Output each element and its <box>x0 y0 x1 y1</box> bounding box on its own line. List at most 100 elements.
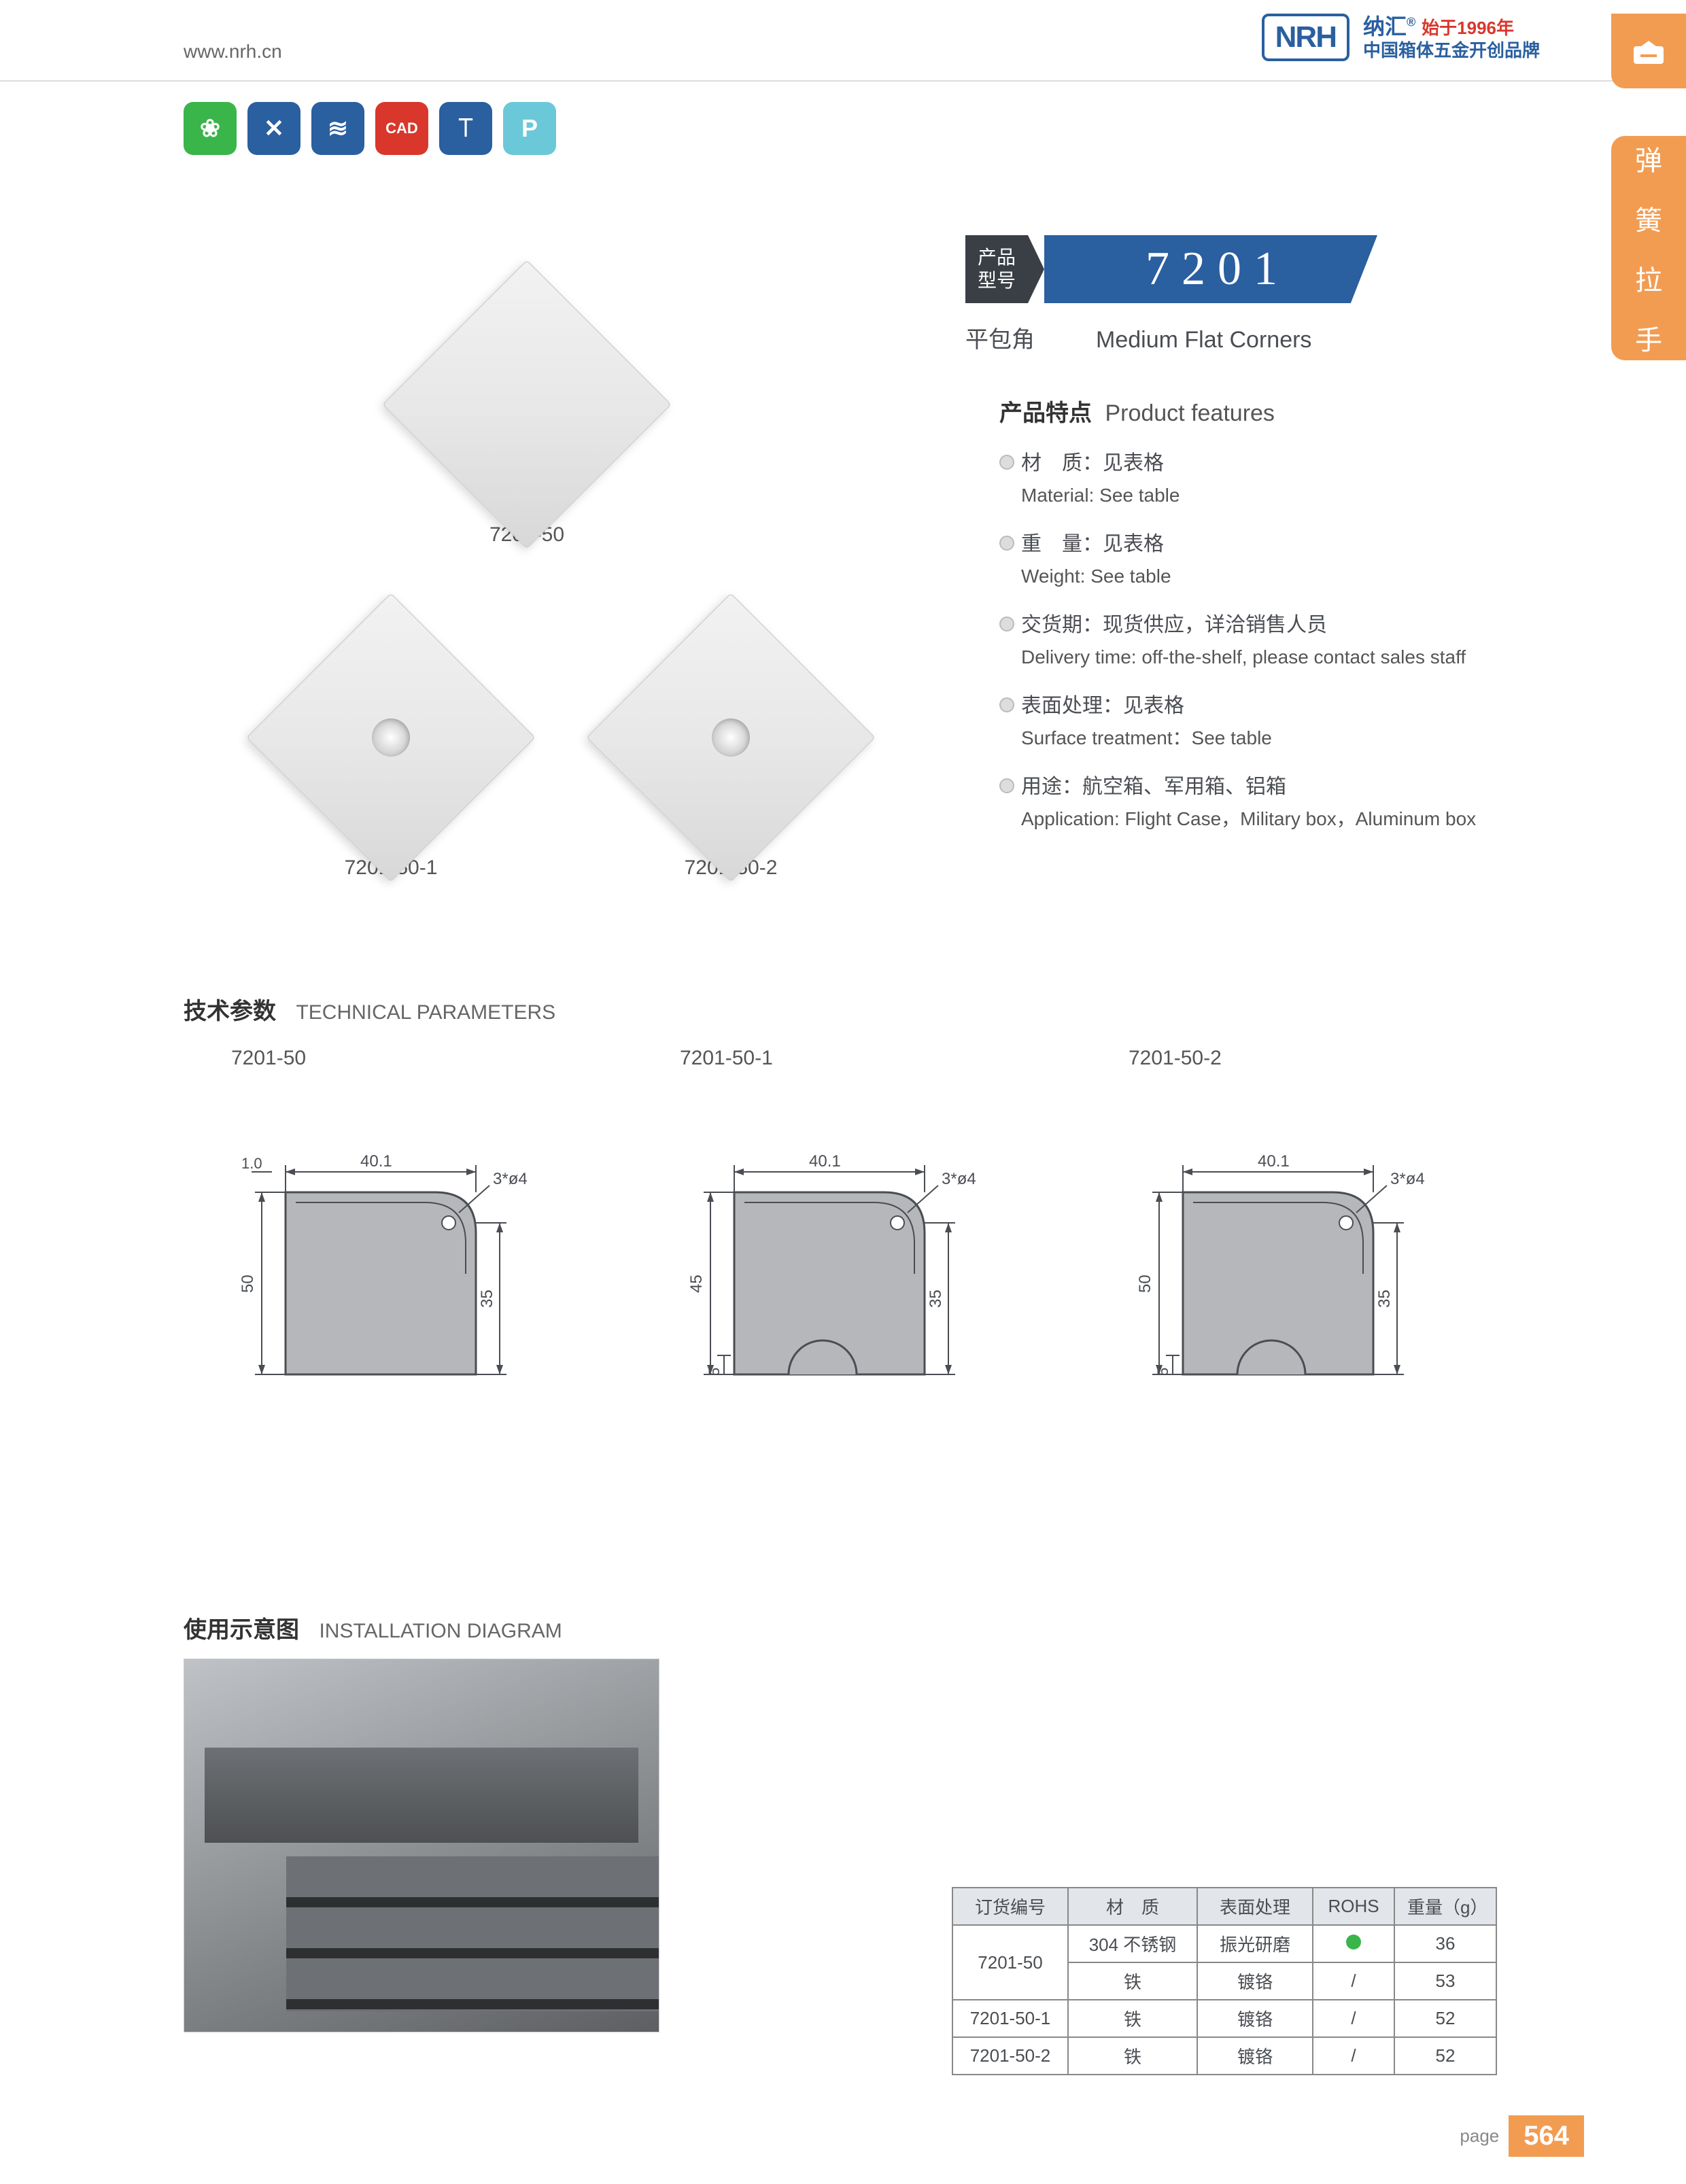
installation-photo <box>184 1659 659 2032</box>
side-tab-char: 手 <box>1635 318 1662 358</box>
diagram-label: 7201-50-1 <box>680 1047 1006 1070</box>
cell-material: 铁 <box>1068 2000 1197 2037</box>
diagram-drawing: 3*ø4 40.1 45 <box>653 1104 1006 1403</box>
spec-table: 订货编号材 质表面处理ROHS重量（g）7201-50304 不锈钢振光研磨36… <box>952 1887 1497 2075</box>
brand-area: NRH 纳汇® 始于1996年 中国箱体五金开创品牌 <box>1262 14 1540 61</box>
cell-surface: 振光研磨 <box>1197 1925 1313 1962</box>
page-footer: page 564 <box>1460 2115 1584 2157</box>
side-tab-char: 簧 <box>1635 198 1662 238</box>
svg-text:1.0: 1.0 <box>241 1155 262 1172</box>
feature-cn: 重 量：见表格 <box>1021 529 1516 559</box>
feature-cn: 交货期：现货供应，详洽销售人员 <box>1021 610 1516 640</box>
table-header: 订货编号 <box>952 1888 1068 1925</box>
product-subtitle: 平包角 Medium Flat Corners <box>965 321 1377 354</box>
brand-cn-line2: 中国箱体五金开创品牌 <box>1363 40 1540 61</box>
side-tab-char: 弹 <box>1635 139 1662 178</box>
product-photo: 7201-50-2 <box>585 591 877 880</box>
table-header: 材 质 <box>1068 1888 1197 1925</box>
diagram-drawing: 3*ø4 40.1 50 <box>1101 1104 1455 1403</box>
svg-text:35: 35 <box>927 1289 945 1308</box>
subtitle-en: Medium Flat Corners <box>1096 327 1311 353</box>
feature-cn: 材 质：见表格 <box>1021 448 1516 479</box>
technical-diagram: 7201-50-1 3*ø4 40.1 <box>653 1047 1006 1403</box>
cell-rohs: / <box>1313 2000 1394 2037</box>
screw-icon: ⟙ <box>439 102 492 155</box>
feature-en: Delivery time: off-the-shelf, please con… <box>1021 643 1516 672</box>
product-features: 产品特点 Product features 材 质：见表格 Material: … <box>999 394 1516 852</box>
feature-item: 用途：航空箱、军用箱、铝箱 Application: Flight Case，M… <box>999 772 1516 833</box>
cell-rohs: / <box>1313 1962 1394 2000</box>
tech-params-heading: 技术参数 TECHNICAL PARAMETERS <box>184 992 555 1026</box>
svg-text:50: 50 <box>239 1275 257 1293</box>
nrh-logo: NRH <box>1262 14 1349 61</box>
cell-weight: 52 <box>1394 2000 1496 2037</box>
cell-rohs <box>1313 1925 1394 1962</box>
page-label: page <box>1460 2126 1499 2147</box>
svg-text:40.1: 40.1 <box>360 1152 392 1171</box>
features-heading: 产品特点 Product features <box>999 394 1516 428</box>
feature-cn: 表面处理：见表格 <box>1021 691 1516 721</box>
subtitle-cn: 平包角 <box>965 321 1035 354</box>
feature-icon-row: ❀✕≋CAD⟙P <box>184 102 556 155</box>
cell-material: 铁 <box>1068 1962 1197 2000</box>
product-photo: 7201-50 <box>381 258 673 547</box>
cell-code: 7201-50-2 <box>952 2037 1068 2075</box>
feature-en: Weight: See table <box>1021 562 1516 591</box>
table-header: 重量（g） <box>1394 1888 1496 1925</box>
logo-text: NRH <box>1275 20 1336 54</box>
diagram-label: 7201-50-2 <box>1129 1047 1455 1070</box>
side-tab-icon <box>1611 14 1686 88</box>
feature-cn: 用途：航空箱、军用箱、铝箱 <box>1021 772 1516 802</box>
cell-weight: 53 <box>1394 1962 1496 2000</box>
site-url: www.nrh.cn <box>184 41 282 63</box>
cad-icon: CAD <box>375 102 428 155</box>
cell-material: 铁 <box>1068 2037 1197 2075</box>
photo-render <box>586 593 876 882</box>
side-tab-category: 弹 簧 拉 手 <box>1611 136 1686 360</box>
technical-diagram: 7201-50-2 3*ø4 40.1 <box>1101 1047 1455 1403</box>
tools-icon: ✕ <box>247 102 300 155</box>
table-row: 7201-50304 不锈钢振光研磨36 <box>952 1925 1496 1962</box>
svg-text:45: 45 <box>687 1275 706 1293</box>
photo-render <box>246 593 536 882</box>
svg-text:3*ø4: 3*ø4 <box>493 1170 528 1188</box>
table-header: ROHS <box>1313 1888 1394 1925</box>
spring-icon: ≋ <box>311 102 364 155</box>
svg-text:35: 35 <box>1375 1289 1394 1308</box>
feature-en: Material: See table <box>1021 481 1516 510</box>
cell-surface: 镀铬 <box>1197 2037 1313 2075</box>
feature-item: 材 质：见表格 Material: See table <box>999 448 1516 510</box>
product-number: 7201 <box>1044 235 1377 303</box>
svg-text:50: 50 <box>1136 1275 1154 1293</box>
cell-surface: 镀铬 <box>1197 1962 1313 2000</box>
cell-rohs: / <box>1313 2037 1394 2075</box>
technical-diagram: 7201-50 3*ø4 40.1 1.0 <box>204 1047 557 1403</box>
install-heading: 使用示意图 INSTALLATION DIAGRAM <box>184 1611 562 1644</box>
product-title-block: 产品 型号 7201 平包角 Medium Flat Corners <box>965 235 1377 354</box>
page-number: 564 <box>1509 2115 1584 2157</box>
svg-text:3*ø4: 3*ø4 <box>1390 1170 1425 1188</box>
diagram-label: 7201-50 <box>231 1047 557 1070</box>
brand-chinese: 纳汇® 始于1996年 中国箱体五金开创品牌 <box>1363 14 1540 61</box>
svg-text:40.1: 40.1 <box>809 1152 841 1171</box>
cell-material: 304 不锈钢 <box>1068 1925 1197 1962</box>
table-row: 7201-50-1铁镀铬/52 <box>952 2000 1496 2037</box>
cell-code: 7201-50-1 <box>952 2000 1068 2037</box>
feature-en: Surface treatment：See table <box>1021 724 1516 752</box>
svg-text:40.1: 40.1 <box>1258 1152 1290 1171</box>
svg-text:3*ø4: 3*ø4 <box>942 1170 976 1188</box>
feature-item: 重 量：见表格 Weight: See table <box>999 529 1516 591</box>
cell-weight: 36 <box>1394 1925 1496 1962</box>
table-row: 7201-50-2铁镀铬/52 <box>952 2037 1496 2075</box>
feature-en: Application: Flight Case，Military box，Al… <box>1021 805 1516 833</box>
feature-item: 表面处理：见表格 Surface treatment：See table <box>999 691 1516 752</box>
diagram-drawing: 3*ø4 40.1 1.0 50 <box>204 1104 557 1403</box>
cell-weight: 52 <box>1394 2037 1496 2075</box>
product-photo: 7201-50-1 <box>245 591 537 880</box>
eco-icon: ❀ <box>184 102 237 155</box>
svg-text:35: 35 <box>478 1289 496 1308</box>
p-icon: P <box>503 102 556 155</box>
page-header: www.nrh.cn NRH 纳汇® 始于1996年 中国箱体五金开创品牌 <box>0 0 1686 82</box>
rohs-dot-icon <box>1346 1935 1361 1949</box>
cell-surface: 镀铬 <box>1197 2000 1313 2037</box>
